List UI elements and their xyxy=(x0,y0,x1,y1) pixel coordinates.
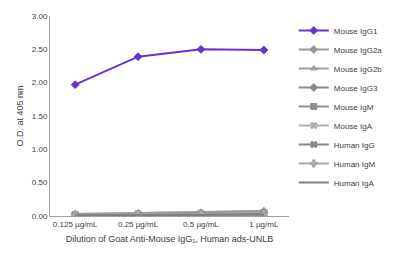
svg-text:Dilution of Goat Anti-Mouse Ig: Dilution of Goat Anti-Mouse IgG₁, Human … xyxy=(66,234,274,244)
svg-text:2.00: 2.00 xyxy=(32,78,48,87)
svg-text:Mouse IgG2b: Mouse IgG2b xyxy=(334,65,383,74)
svg-text:Mouse IgM: Mouse IgM xyxy=(334,103,374,112)
svg-text:O.D. at 405 nm: O.D. at 405 nm xyxy=(15,85,25,146)
svg-text:0.25 µg/mL: 0.25 µg/mL xyxy=(118,220,159,229)
svg-text:0.125 µg/mL: 0.125 µg/mL xyxy=(53,220,98,229)
svg-text:Mouse IgG3: Mouse IgG3 xyxy=(334,84,378,93)
svg-text:2.50: 2.50 xyxy=(32,45,48,54)
svg-text:1.50: 1.50 xyxy=(32,112,48,121)
svg-text:0.00: 0.00 xyxy=(32,212,48,221)
svg-text:Human IgM: Human IgM xyxy=(334,160,376,169)
svg-text:1 µg/mL: 1 µg/mL xyxy=(249,220,279,229)
svg-text:Human IgG: Human IgG xyxy=(334,141,375,150)
svg-text:3.00: 3.00 xyxy=(32,12,48,21)
svg-text:Mouse IgA: Mouse IgA xyxy=(334,122,373,131)
svg-text:Human IgA: Human IgA xyxy=(334,179,375,188)
svg-text:0.50: 0.50 xyxy=(32,178,48,187)
svg-text:Mouse IgG1: Mouse IgG1 xyxy=(334,27,378,36)
svg-text:0.5 µg/mL: 0.5 µg/mL xyxy=(183,220,219,229)
svg-text:Mouse IgG2a: Mouse IgG2a xyxy=(334,46,383,55)
svg-text:1.00: 1.00 xyxy=(32,145,48,154)
